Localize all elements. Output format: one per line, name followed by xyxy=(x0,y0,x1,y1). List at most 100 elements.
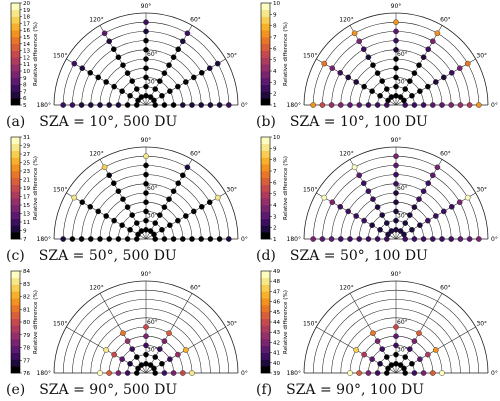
data-point xyxy=(351,164,358,171)
data-point xyxy=(78,102,85,108)
data-point xyxy=(383,220,390,226)
data-point xyxy=(361,351,367,358)
data-point xyxy=(88,102,94,108)
data-point xyxy=(147,94,154,100)
data-point xyxy=(370,330,376,336)
colorbar-tick-label: 8 xyxy=(23,83,27,89)
data-point xyxy=(97,236,103,242)
radial-label: 60° xyxy=(147,319,158,326)
data-point xyxy=(143,93,149,99)
colorbar-tick-label: 10 xyxy=(273,1,281,7)
colorbar-segment xyxy=(261,184,270,192)
angle-label: 180° xyxy=(287,370,301,377)
data-point xyxy=(147,362,154,368)
data-point xyxy=(135,231,141,238)
data-point xyxy=(161,204,168,210)
colorbar-tick-label: 19 xyxy=(23,8,31,14)
angle-label: 180° xyxy=(37,370,51,377)
colorbar-tick-label: 11 xyxy=(23,62,31,68)
data-point xyxy=(347,370,353,376)
data-point xyxy=(393,361,399,367)
colorbar-segment xyxy=(11,191,20,199)
data-point xyxy=(79,65,86,71)
data-point xyxy=(143,56,149,62)
colorbar-segment xyxy=(11,184,20,192)
angle-label: 90° xyxy=(391,3,402,10)
colorbar-tick-label: 83 xyxy=(23,282,31,288)
panel-e: 76 77 78 79 80 81 82 83 84 Relative difference (%… xyxy=(6,269,248,398)
colorbar-tick-label: 49 xyxy=(273,269,281,275)
angle-label: 60° xyxy=(440,16,451,23)
colorbar-segment xyxy=(261,359,270,367)
data-point xyxy=(60,236,67,242)
colorbar-tick-label: 15 xyxy=(23,35,31,41)
data-point xyxy=(429,172,436,179)
colorbar-segment xyxy=(11,71,20,79)
data-point xyxy=(111,180,117,187)
panel-caption-text: SZA = 50°, 100 DU xyxy=(290,248,428,264)
data-point xyxy=(365,236,372,242)
colorbar-tick-label: 10 xyxy=(23,69,31,75)
colorbar-tick-label: 9 xyxy=(273,146,277,152)
colorbar-segment xyxy=(11,37,20,45)
data-point xyxy=(439,370,445,376)
colorbar-segment xyxy=(261,305,270,313)
data-point xyxy=(338,236,344,242)
colorbar-tick-label: 3 xyxy=(273,80,277,86)
data-point xyxy=(388,362,395,368)
colorbar-segment xyxy=(261,271,270,279)
data-point xyxy=(353,79,359,85)
data-point xyxy=(441,74,447,81)
data-point xyxy=(434,164,441,171)
data-point xyxy=(119,222,125,228)
colorbar-segment xyxy=(11,345,20,353)
data-point xyxy=(370,196,376,202)
colorbar-segment xyxy=(11,225,20,233)
data-point xyxy=(393,19,399,26)
data-point xyxy=(397,94,404,100)
data-point xyxy=(321,194,328,201)
colorbar-tick-label: 17 xyxy=(23,21,31,27)
data-point xyxy=(120,62,126,68)
colorbar-segment xyxy=(261,91,270,99)
colorbar-tick-label: 78 xyxy=(23,346,31,352)
data-point xyxy=(409,93,415,99)
data-point xyxy=(115,188,122,194)
colorbar-segment xyxy=(11,352,20,360)
colorbar-segment xyxy=(11,232,20,240)
panel-caption: (e) SZA = 90°, 500 DU xyxy=(6,382,177,398)
data-point xyxy=(393,56,399,62)
colorbar-segment xyxy=(261,298,270,306)
data-point xyxy=(143,342,149,349)
data-point xyxy=(356,102,362,108)
colorbar-tick-label: 80 xyxy=(23,320,31,326)
angle-label: 30° xyxy=(476,53,487,60)
data-point xyxy=(183,213,189,219)
panel-label: (a) xyxy=(6,114,25,130)
data-point xyxy=(198,102,204,108)
data-point xyxy=(115,54,122,60)
colorbar-label: Relative difference (%) xyxy=(33,156,39,220)
colorbar-segment xyxy=(261,3,270,11)
colorbar-segment xyxy=(261,177,270,185)
data-point xyxy=(448,70,455,76)
data-point xyxy=(425,46,431,53)
colorbar-segment xyxy=(261,191,270,199)
angle-label: 60° xyxy=(440,284,451,291)
data-point xyxy=(385,97,391,104)
colorbar-tick-label: 23 xyxy=(23,169,31,175)
colorbar-tick-label: 48 xyxy=(273,279,281,285)
data-point xyxy=(347,236,353,242)
data-point xyxy=(411,236,418,242)
colorbar-segment xyxy=(261,84,270,92)
data-point xyxy=(167,88,173,94)
colorbar-segment xyxy=(11,91,20,99)
data-point xyxy=(143,208,149,215)
data-point xyxy=(441,208,447,215)
radial-label: 60° xyxy=(397,51,408,58)
colorbar-tick-label: 12 xyxy=(23,55,30,61)
data-point xyxy=(69,102,76,108)
data-point xyxy=(379,212,385,218)
data-point xyxy=(406,78,413,84)
data-point xyxy=(420,188,427,194)
